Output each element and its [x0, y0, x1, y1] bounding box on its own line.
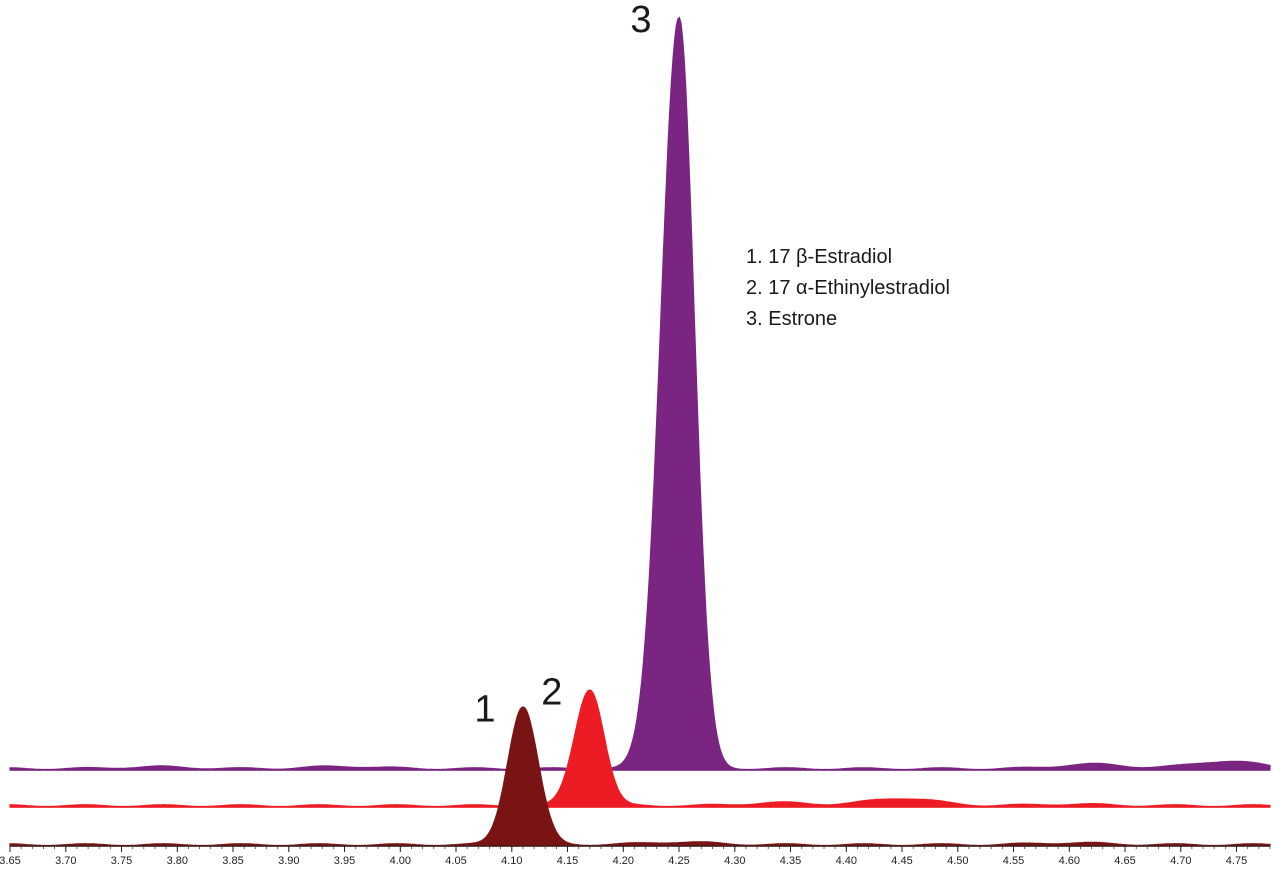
x-tick-label: 4.25	[668, 855, 689, 867]
x-tick-label: 3.95	[334, 855, 355, 867]
x-tick-label: 4.65	[1114, 855, 1135, 867]
peak-label-3: 3	[630, 0, 651, 41]
trace-2	[9, 689, 1271, 808]
x-tick-label: 4.30	[724, 855, 745, 867]
peak-labels: 3 2 1	[474, 0, 651, 731]
x-tick-label: 4.55	[1003, 855, 1024, 867]
x-tick-label: 4.10	[501, 855, 522, 867]
peak-label-2: 2	[541, 671, 562, 713]
peak-label-1: 1	[474, 689, 495, 731]
x-tick-label: 4.35	[780, 855, 801, 867]
x-tick-label: 3.85	[222, 855, 243, 867]
x-tick-label: 4.40	[836, 855, 857, 867]
x-axis: 3.65 3.70 3.75 3.80 3.85 3.90 3.95 4.00 4.05 4.10…	[0, 845, 1271, 867]
trace-3	[9, 16, 1271, 771]
x-tick-label: 3.75	[111, 855, 132, 867]
x-tick-label: 4.05	[445, 855, 466, 867]
x-tick-label: 4.70	[1170, 855, 1191, 867]
trace-1	[9, 706, 1271, 847]
x-tick-label: 4.45	[891, 855, 912, 867]
legend: 1. 17 β-Estradiol 2. 17 α-Ethinylestradi…	[746, 242, 950, 335]
x-tick-label: 4.60	[1059, 855, 1080, 867]
x-tick-label: 3.70	[55, 855, 76, 867]
x-tick-label: 4.20	[613, 855, 634, 867]
legend-item-2: 2. 17 α-Ethinylestradiol	[746, 277, 950, 299]
x-tick-label: 4.00	[390, 855, 411, 867]
x-tick-label: 4.75	[1226, 855, 1247, 867]
x-tick-label: 3.80	[167, 855, 188, 867]
x-tick-label: 4.15	[557, 855, 578, 867]
legend-item-3: 3. Estrone	[746, 308, 838, 330]
x-tick-label: 3.90	[278, 855, 299, 867]
chromatogram-traces	[9, 16, 1271, 847]
x-tick-label: 3.65	[0, 855, 21, 867]
x-tick-label: 4.50	[947, 855, 968, 867]
legend-item-1: 1. 17 β-Estradiol	[746, 246, 893, 268]
